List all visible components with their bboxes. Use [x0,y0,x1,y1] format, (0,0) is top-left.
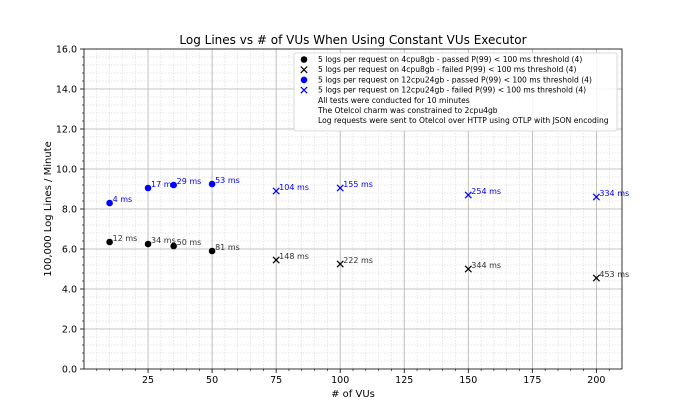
data-point [272,187,280,195]
data-point [106,199,113,207]
x-tick-label: 50 [206,375,218,386]
data-label: 29 ms [177,177,202,186]
legend-note: All tests were conducted for 10 minutes [318,96,470,105]
y-tick-label: 12.0 [56,125,77,136]
data-point [208,180,216,188]
data-label: 104 ms [279,183,309,192]
data-label: 334 ms [599,189,629,198]
data-point [144,240,152,248]
legend-label: 5 logs per request on 12cpu24gb - failed… [318,86,586,95]
x-tick-label: 25 [142,375,154,386]
legend-label: 5 logs per request on 12cpu24gb - passed… [318,75,592,84]
data-label: 50 ms [177,238,202,247]
marker-x-stroke [336,184,344,192]
x-tick-label: 150 [459,375,477,386]
x-tick-label: 200 [587,375,605,386]
x-tick-label: 175 [523,375,541,386]
y-tick-label: 14.0 [56,85,77,96]
chart-title: Log Lines vs # of VUs When Using Constan… [179,33,526,47]
x-tick-label: 100 [331,375,349,386]
y-tick-label: 16.0 [56,45,77,56]
legend-note: Log requests were sent to Otelcol over H… [318,116,609,125]
data-point [336,184,344,192]
data-point [464,265,472,273]
y-axis-label: 100,000 Log Lines / Minute [43,141,54,277]
data-point [592,274,601,282]
marker-x-stroke [300,86,308,94]
marker-x-stroke [464,191,472,199]
legend-marker [300,76,308,84]
data-point [106,238,113,246]
y-tick-label: 2.0 [62,325,77,336]
data-label: 81 ms [215,243,240,252]
legend-label: 5 logs per request on 4cpu8gb - passed P… [318,55,582,64]
data-label: 34 ms [151,236,176,245]
data-label: 4 ms [113,195,133,204]
data-label: 254 ms [471,187,501,196]
data-label: 17 ms [151,180,176,189]
marker-x-stroke [272,187,280,195]
marker-x-stroke [464,265,472,273]
x-tick-label: 125 [395,375,413,386]
data-points: 12 ms 34 ms 50 ms 148 ms 222 ms 344 ms 453 ms 4… [106,176,629,282]
data-label: 12 ms [113,234,138,243]
data-point [208,247,216,255]
axis-ticks: 25 50 75 100 125 150 175 200 0.0 2.0 4.0 6.0 8.0 10.0… [56,45,610,386]
marker-x-stroke [592,193,601,201]
y-tick-label: 0.0 [62,365,77,376]
y-tick-label: 10.0 [56,165,77,176]
legend-marker [300,56,308,63]
data-point [170,242,177,250]
legend-label: 5 logs per request on 4cpu8gb - failed P… [318,65,577,74]
marker-x-stroke [336,260,344,268]
data-point [592,193,601,201]
marker-x-stroke [272,256,280,264]
data-point [272,256,280,264]
data-label: 222 ms [343,256,373,265]
legend-box [293,52,618,132]
x-axis-label: # of VUs [331,389,375,400]
legend-note: The Otelcol charm was constrained to 2cp… [317,106,498,115]
marker-x-stroke [592,274,601,282]
legend: 5 logs per request on 4cpu8gb - passed P… [293,52,618,132]
data-point [464,191,472,199]
legend-marker [300,86,308,94]
data-label: 344 ms [471,261,501,270]
data-label: 453 ms [599,270,629,279]
plot-frame [83,48,623,370]
y-tick-label: 8.0 [62,205,77,216]
legend-marker [300,66,308,74]
x-tick-label: 75 [270,375,282,386]
data-label: 155 ms [343,180,373,189]
y-tick-label: 4.0 [62,285,77,296]
data-label: 148 ms [279,252,309,261]
marker-x-stroke [300,66,308,74]
data-point [336,260,344,268]
data-label: 53 ms [215,176,240,185]
grid [84,49,622,369]
data-point [144,184,152,192]
data-point [170,181,177,189]
y-tick-label: 6.0 [62,245,77,256]
